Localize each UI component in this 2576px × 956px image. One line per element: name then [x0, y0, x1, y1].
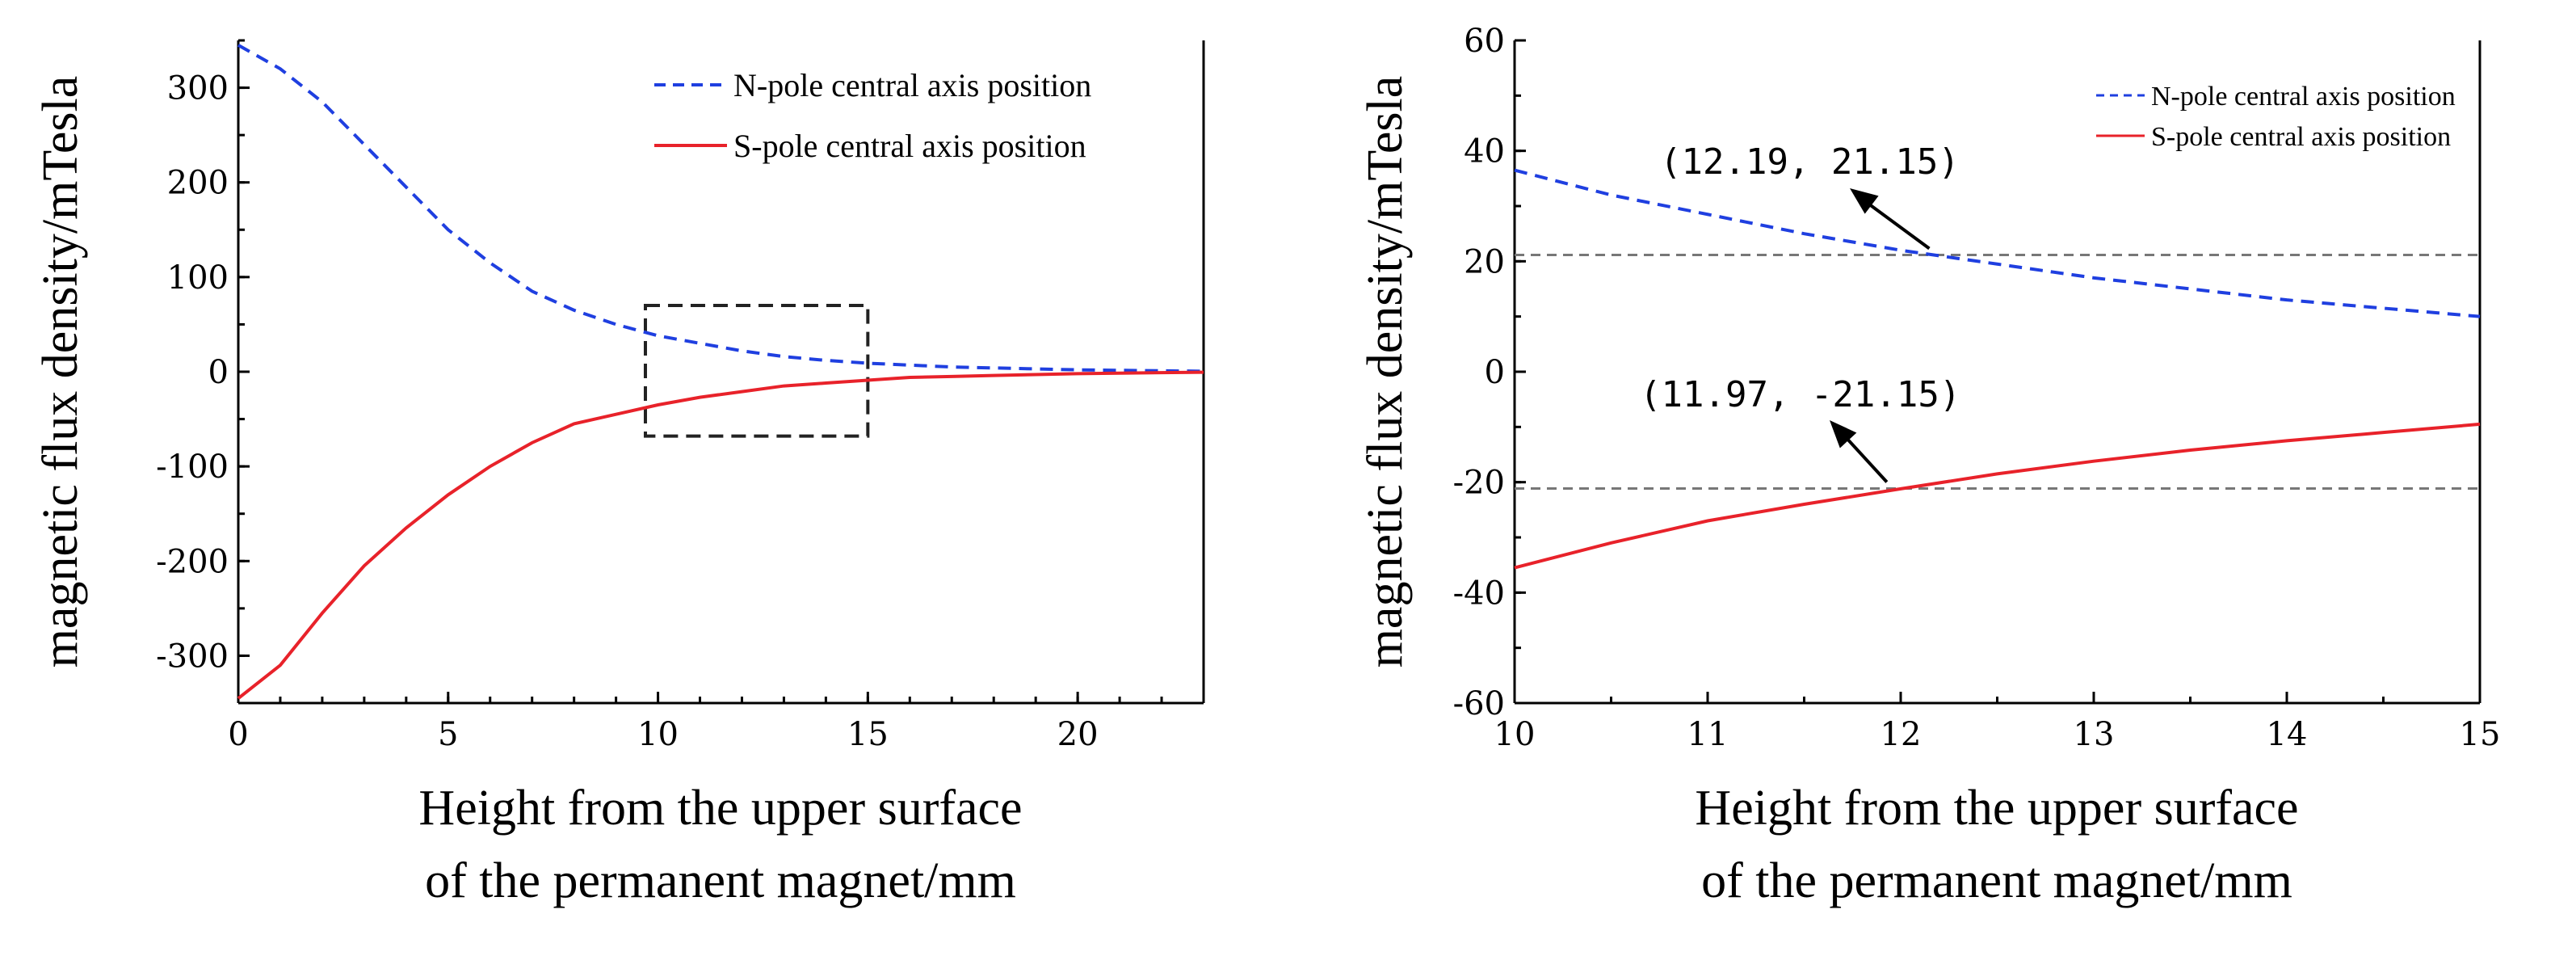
y-tick-label: -300 — [156, 638, 229, 675]
s-pole-series-line — [237, 370, 1204, 700]
y-tick-label: 0 — [1485, 354, 1505, 391]
right-chart: -60 -40 -20 0 20 40 60 10 11 12 13 14 15 magnetic flu… — [1358, 23, 2500, 908]
y-tick-label: -100 — [156, 449, 229, 486]
legend: N-pole central axis position S-pole centr… — [654, 67, 1091, 164]
x-axis-title-line: of the permanent magnet/mm — [425, 853, 1016, 908]
y-tick-label: 20 — [1464, 243, 1505, 280]
x-axis-title-line: Height from the upper surface — [1695, 781, 2298, 836]
n-pole-series-line — [1514, 168, 2481, 318]
annotation-label: (12.19, 21.15) — [1660, 141, 1960, 183]
y-tick-label: 60 — [1464, 23, 1505, 60]
y-tick-label: -60 — [1453, 685, 1505, 722]
x-tick-label: 12 — [1881, 716, 1922, 753]
legend-label: N-pole central axis position — [2151, 82, 2456, 112]
x-tick-label: 10 — [1494, 716, 1536, 753]
y-tick-label: -40 — [1453, 575, 1505, 612]
y-tick-label: 40 — [1464, 133, 1505, 171]
s-pole-series-line — [1514, 422, 2481, 570]
left-chart: -300 -200 -100 0 100 200 300 0 5 10 15 20 magnetic f… — [33, 39, 1205, 908]
y-axis-title: magnetic flux density/mTesla — [1358, 76, 1413, 668]
annotation-arrow-head — [1830, 420, 1857, 449]
y-tick-label: 300 — [167, 70, 229, 107]
annotation-label: (11.97, -21.15) — [1640, 374, 1960, 415]
y-tick-label: -200 — [156, 543, 229, 580]
legend: N-pole central axis position S-pole centr… — [2096, 82, 2456, 152]
x-tick-label: 5 — [438, 716, 458, 753]
legend-label: S-pole central axis position — [733, 128, 1086, 164]
x-tick-label: 10 — [637, 716, 679, 753]
x-tick-label: 15 — [847, 716, 889, 753]
legend-label: N-pole central axis position — [733, 67, 1091, 103]
y-tick-label: -20 — [1453, 465, 1505, 502]
x-tick-label: 15 — [2460, 716, 2501, 753]
annotation-arrow-head — [1850, 188, 1879, 214]
x-tick-label: 20 — [1057, 716, 1099, 753]
n-pole-series-line — [237, 44, 1204, 373]
x-tick-label: 0 — [228, 716, 248, 753]
legend-label: S-pole central axis position — [2151, 122, 2451, 152]
y-tick-label: 200 — [167, 165, 229, 202]
x-tick-label: 14 — [2267, 716, 2308, 753]
y-axis-title: magnetic flux density/mTesla — [33, 76, 88, 668]
y-tick-label: 100 — [167, 259, 229, 297]
x-tick-label: 13 — [2074, 716, 2115, 753]
x-tick-label: 11 — [1687, 716, 1729, 753]
x-axis-title-line: of the permanent magnet/mm — [1701, 853, 2292, 908]
y-tick-label: 0 — [208, 354, 229, 391]
zoom-box — [643, 304, 870, 438]
x-axis-title-line: Height from the upper surface — [418, 781, 1022, 836]
